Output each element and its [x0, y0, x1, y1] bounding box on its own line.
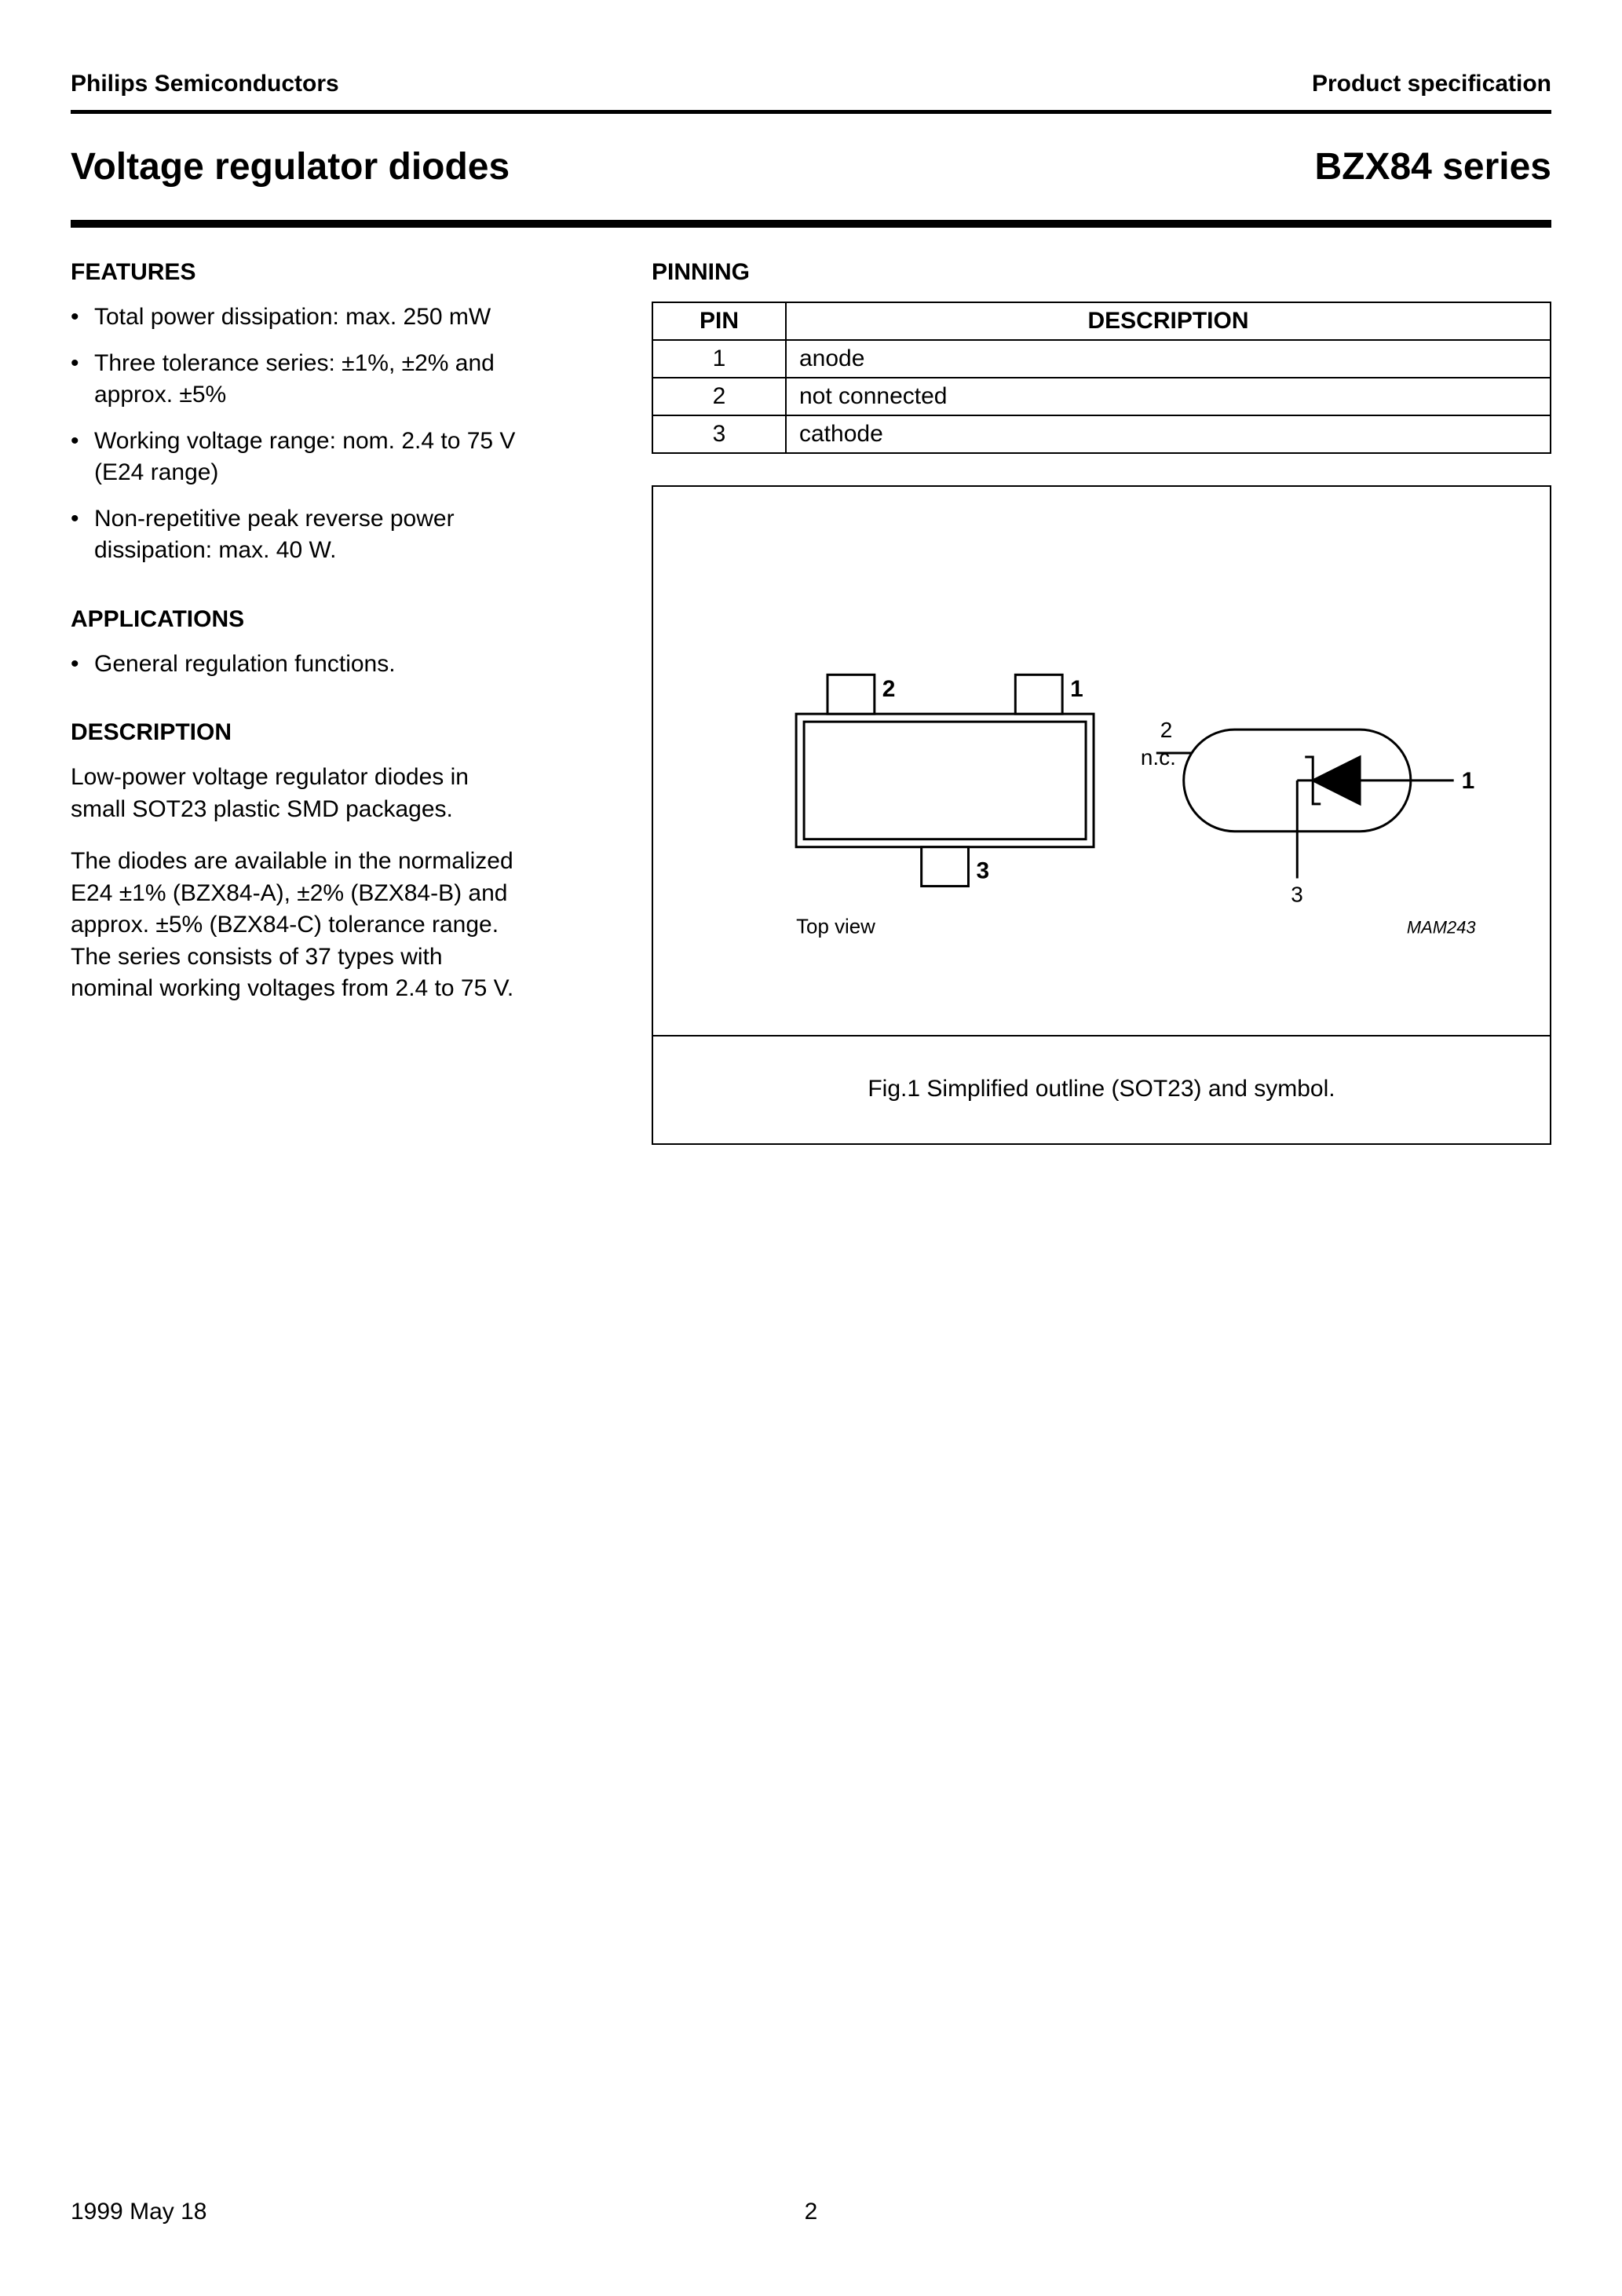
doc-series: BZX84 series: [1314, 145, 1551, 188]
feature-item: Working voltage range: nom. 2.4 to 75 V …: [71, 426, 526, 489]
sot23-diagram-svg: 2 1 3 Top view: [653, 487, 1550, 1035]
feature-item: Three tolerance series: ±1%, ±2% and app…: [71, 348, 526, 411]
footer-page: 2: [805, 2199, 818, 2225]
doc-title: Voltage regulator diodes: [71, 145, 510, 188]
figure-code: MAM243: [1407, 917, 1476, 937]
sym-pin1-label: 1: [1462, 768, 1475, 794]
pin-number: 1: [652, 340, 786, 378]
feature-item: Non-repetitive peak reverse power dissip…: [71, 503, 526, 567]
description-para: The diodes are available in the normaliz…: [71, 846, 526, 1005]
pinning-col-desc: DESCRIPTION: [786, 302, 1551, 340]
sym-pin2-label: 2: [1160, 718, 1173, 742]
header-doc-type: Product specification: [1312, 71, 1551, 97]
figure-drawing: 2 1 3 Top view: [653, 487, 1550, 1036]
applications-list: General regulation functions.: [71, 649, 526, 681]
pinning-col-pin: PIN: [652, 302, 786, 340]
applications-heading: APPLICATIONS: [71, 606, 526, 633]
figure-caption: Fig.1 Simplified outline (SOT23) and sym…: [653, 1036, 1550, 1102]
pin-desc: not connected: [786, 378, 1551, 415]
pin-desc: cathode: [786, 415, 1551, 453]
application-item: General regulation functions.: [71, 649, 526, 681]
footer-date: 1999 May 18: [71, 2199, 206, 2225]
table-row: 2 not connected: [652, 378, 1551, 415]
figure-container: 2 1 3 Top view: [652, 485, 1551, 1145]
pin3-label: 3: [976, 858, 989, 884]
features-list: Total power dissipation: max. 250 mW Thr…: [71, 302, 526, 567]
topview-label: Top view: [796, 916, 875, 938]
header-company: Philips Semiconductors: [71, 71, 339, 97]
sym-nc-label: n.c.: [1141, 745, 1176, 770]
features-heading: FEATURES: [71, 259, 526, 286]
pin-number: 3: [652, 415, 786, 453]
feature-item: Total power dissipation: max. 250 mW: [71, 302, 526, 334]
pin2-label: 2: [882, 676, 896, 702]
pinning-heading: PINNING: [652, 259, 1551, 286]
pinning-table: PIN DESCRIPTION 1 anode 2 not connected …: [652, 302, 1551, 454]
table-row: 3 cathode: [652, 415, 1551, 453]
table-row: 1 anode: [652, 340, 1551, 378]
pin1-label: 1: [1070, 676, 1083, 702]
pin-number: 2: [652, 378, 786, 415]
description-para: Low-power voltage regulator diodes in sm…: [71, 762, 526, 825]
description-heading: DESCRIPTION: [71, 719, 526, 746]
pin-desc: anode: [786, 340, 1551, 378]
rule-title: [71, 220, 1551, 228]
sym-pin3-label: 3: [1291, 882, 1303, 906]
